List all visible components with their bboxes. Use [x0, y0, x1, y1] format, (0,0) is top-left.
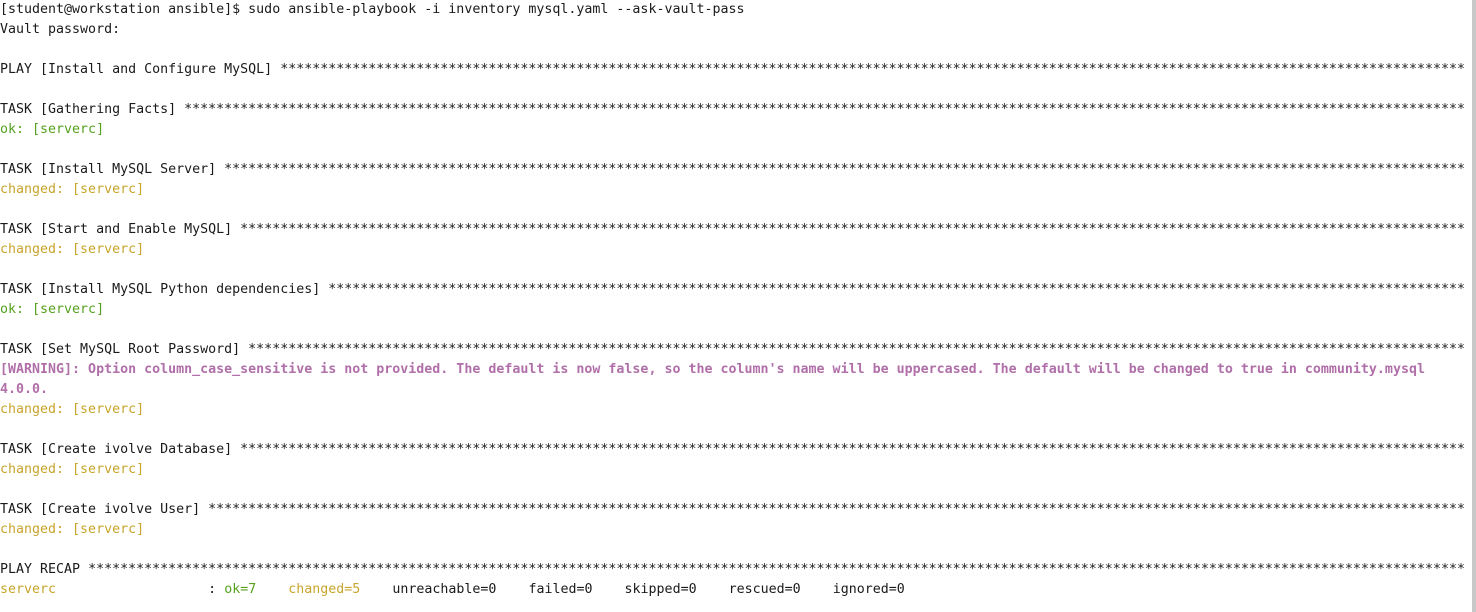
vertical-scrollbar[interactable]	[1472, 0, 1476, 612]
recap-separator: :	[200, 582, 225, 597]
recap-host: serverc	[0, 582, 57, 597]
warning-message: [WARNING]: Option column_case_sensitive …	[0, 362, 1425, 377]
stars-separator: ****************************************…	[224, 162, 1466, 177]
command-line: [student@workstation ansible]$ sudo ansi…	[0, 0, 1466, 20]
task-header: TASK [Start and Enable MySQL] **********…	[0, 220, 1466, 240]
task-status-ok: ok: [serverc]	[0, 302, 105, 317]
blank-line	[0, 140, 1466, 160]
task-header: TASK [Gathering Facts] *****************…	[0, 100, 1466, 120]
blank-line	[0, 200, 1466, 220]
task-header: TASK [Create ivolve Database] **********…	[0, 440, 1466, 460]
task-title: TASK [Create ivolve Database]	[0, 442, 241, 457]
stars-separator: ****************************************…	[248, 342, 1466, 357]
blank-line	[0, 40, 1466, 60]
task-title: TASK [Gathering Facts]	[0, 102, 185, 117]
command-text: sudo ansible-playbook -i inventory mysql…	[248, 2, 745, 17]
task-status-ok: ok: [serverc]	[0, 122, 105, 137]
stars-separator: ****************************************…	[280, 62, 1466, 77]
blank-line	[0, 260, 1466, 280]
warning-message-continued: 4.0.0.	[0, 382, 49, 397]
task-status-changed: changed: [serverc]	[0, 462, 145, 477]
stars-separator: ****************************************…	[240, 222, 1466, 237]
task-title: TASK [Create ivolve User]	[0, 502, 209, 517]
task-header: TASK [Set MySQL Root Password] *********…	[0, 340, 1466, 360]
stars-separator: ****************************************…	[88, 562, 1466, 577]
stars-separator: ****************************************…	[328, 282, 1466, 297]
scrollbar-thumb[interactable]	[1472, 0, 1476, 612]
blank-line	[0, 420, 1466, 440]
recap-row: serverc : ok=7 changed=5 unreachable=0 f…	[0, 580, 1466, 600]
recap-ignored: ignored=0	[832, 582, 905, 597]
recap-header: PLAY RECAP *****************************…	[0, 560, 1466, 580]
recap-unreachable: unreachable=0	[392, 582, 497, 597]
stars-separator: ****************************************…	[240, 442, 1466, 457]
stars-separator: ****************************************…	[208, 502, 1466, 517]
play-title: PLAY [Install and Configure MySQL]	[0, 62, 281, 77]
play-header: PLAY [Install and Configure MySQL] *****…	[0, 60, 1466, 80]
task-status-changed: changed: [serverc]	[0, 402, 145, 417]
recap-failed: failed=0	[528, 582, 593, 597]
recap-ok: ok=7	[224, 582, 257, 597]
recap-title: PLAY RECAP	[0, 562, 89, 577]
blank-line	[0, 480, 1466, 500]
recap-rescued: rescued=0	[728, 582, 801, 597]
blank-line	[0, 80, 1466, 100]
task-header: TASK [Install MySQL Server] ************…	[0, 160, 1466, 180]
blank-line	[0, 540, 1466, 560]
task-title: TASK [Install MySQL Server]	[0, 162, 225, 177]
recap-skipped: skipped=0	[624, 582, 697, 597]
task-header: TASK [Create ivolve User] **************…	[0, 500, 1466, 520]
task-title: TASK [Start and Enable MySQL]	[0, 222, 241, 237]
vault-password-prompt: Vault password:	[0, 22, 121, 37]
task-title: TASK [Install MySQL Python dependencies]	[0, 282, 329, 297]
task-status-changed: changed: [serverc]	[0, 522, 145, 537]
task-status-changed: changed: [serverc]	[0, 182, 145, 197]
stars-separator: ****************************************…	[184, 102, 1466, 117]
recap-changed: changed=5	[288, 582, 361, 597]
shell-prompt: [student@workstation ansible]$	[0, 2, 249, 17]
task-status-changed: changed: [serverc]	[0, 242, 145, 257]
task-title: TASK [Set MySQL Root Password]	[0, 342, 249, 357]
task-header: TASK [Install MySQL Python dependencies]…	[0, 280, 1466, 300]
blank-line	[0, 320, 1466, 340]
